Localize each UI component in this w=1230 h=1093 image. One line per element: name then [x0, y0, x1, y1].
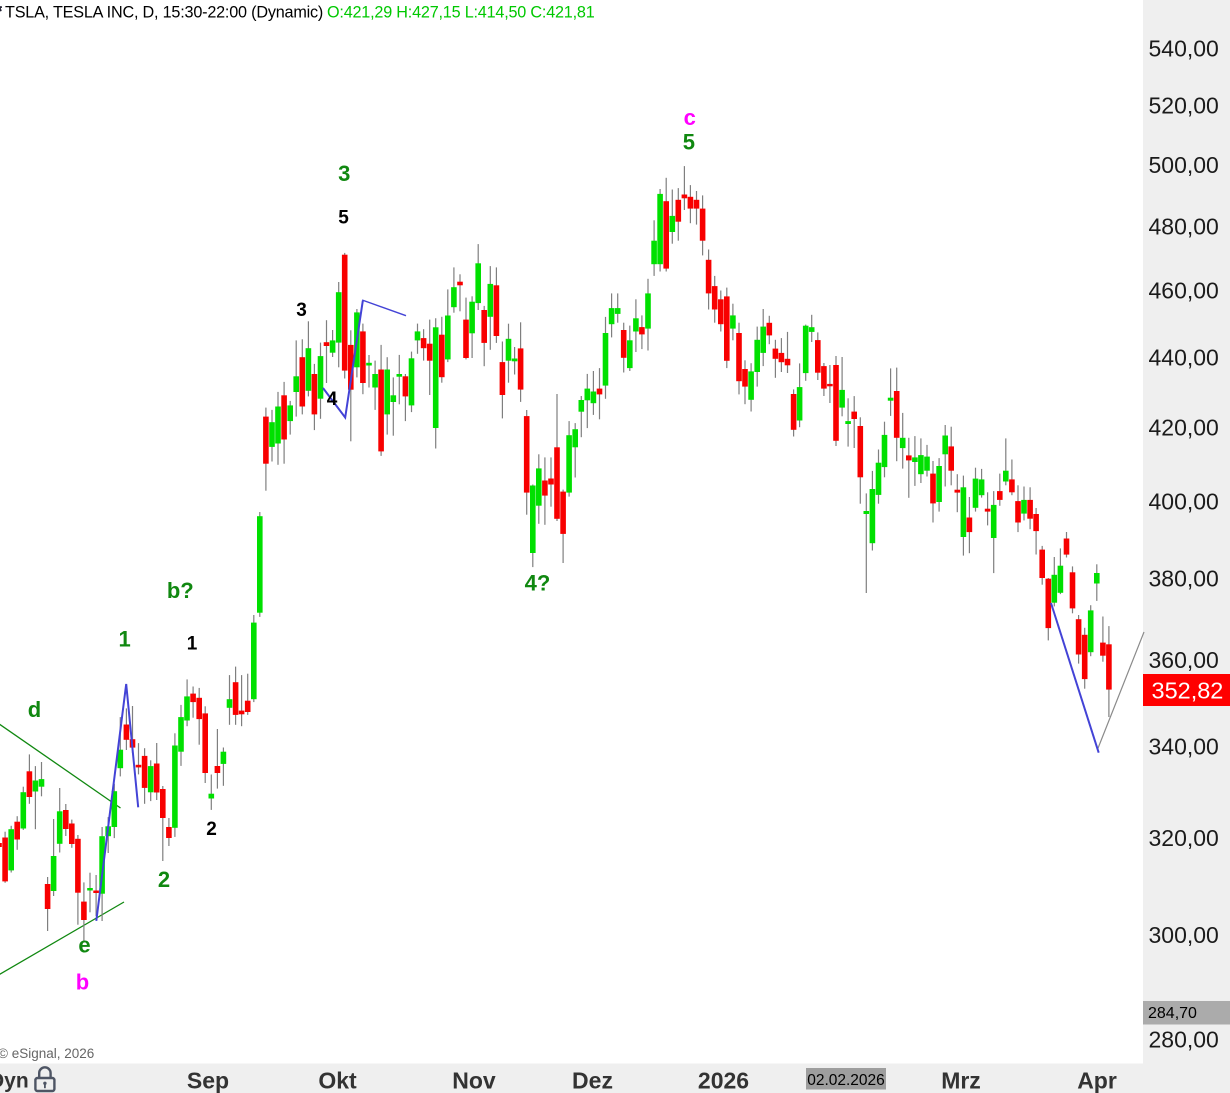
svg-text:440,00: 440,00 — [1149, 345, 1219, 371]
svg-text:340,00: 340,00 — [1149, 733, 1219, 759]
svg-text:b: b — [76, 969, 89, 994]
svg-text:Mrz: Mrz — [941, 1068, 981, 1093]
svg-text:5: 5 — [338, 208, 349, 229]
svg-text:5: 5 — [683, 129, 695, 154]
svg-text:1: 1 — [187, 634, 198, 655]
svg-text:520,00: 520,00 — [1149, 93, 1219, 119]
svg-text:Dyn: Dyn — [0, 1070, 29, 1093]
svg-text:420,00: 420,00 — [1149, 415, 1219, 441]
svg-text:300,00: 300,00 — [1149, 922, 1219, 948]
svg-text:© eSignal, 2026: © eSignal, 2026 — [0, 1046, 94, 1061]
svg-text:TSLA, TESLA INC, D, 15:30-22:0: TSLA, TESLA INC, D, 15:30-22:00 (Dynamic… — [5, 3, 323, 21]
svg-text:500,00: 500,00 — [1149, 152, 1219, 178]
svg-text:3: 3 — [296, 300, 307, 321]
svg-text:400,00: 400,00 — [1149, 488, 1219, 514]
svg-text:Dez: Dez — [572, 1068, 613, 1093]
svg-text:2: 2 — [158, 867, 170, 892]
svg-text:280,00: 280,00 — [1149, 1026, 1219, 1052]
svg-text:O:421,29 H:427,15 L:414,50 C:4: O:421,29 H:427,15 L:414,50 C:421,81 — [327, 3, 595, 21]
svg-text:352,82: 352,82 — [1152, 678, 1224, 704]
svg-text:4: 4 — [327, 389, 338, 410]
svg-text:Sep: Sep — [187, 1068, 229, 1093]
svg-text:480,00: 480,00 — [1149, 213, 1219, 239]
svg-text:Okt: Okt — [318, 1068, 357, 1093]
svg-text:1: 1 — [118, 626, 130, 651]
svg-text:2: 2 — [206, 819, 217, 840]
svg-text:Apr: Apr — [1077, 1068, 1117, 1093]
svg-text:02.02.2026: 02.02.2026 — [807, 1072, 885, 1089]
svg-text:e: e — [78, 932, 90, 957]
svg-text:380,00: 380,00 — [1149, 566, 1219, 592]
svg-text:460,00: 460,00 — [1149, 278, 1219, 304]
svg-text:3: 3 — [338, 161, 350, 186]
svg-text:d: d — [28, 697, 41, 722]
svg-text:284,70: 284,70 — [1148, 1005, 1197, 1022]
svg-text:Nov: Nov — [452, 1068, 496, 1093]
svg-text:c: c — [684, 105, 696, 130]
svg-text:2026: 2026 — [698, 1068, 749, 1093]
svg-text:540,00: 540,00 — [1149, 36, 1219, 62]
svg-text:320,00: 320,00 — [1149, 825, 1219, 851]
svg-text:4?: 4? — [525, 570, 551, 595]
svg-text:b?: b? — [167, 578, 194, 603]
svg-text:360,00: 360,00 — [1149, 647, 1219, 673]
